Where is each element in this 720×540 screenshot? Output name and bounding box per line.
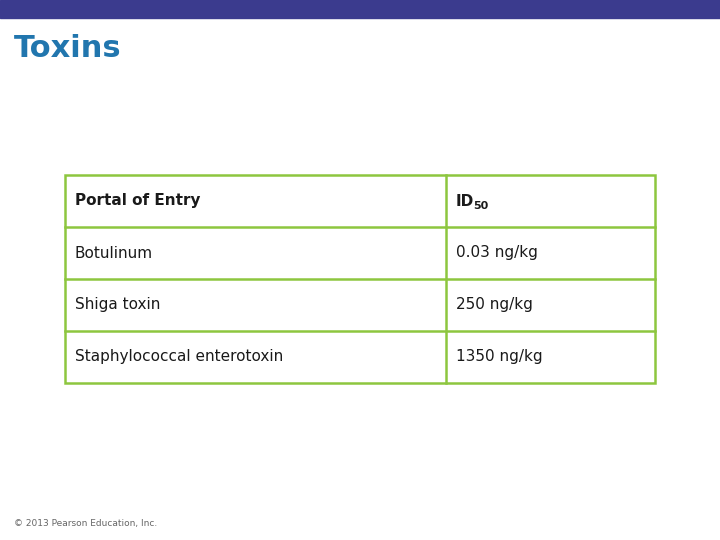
Text: Toxins: Toxins <box>14 34 122 63</box>
Bar <box>0 0 720 18</box>
Text: ID: ID <box>456 193 474 208</box>
Text: © 2013 Pearson Education, Inc.: © 2013 Pearson Education, Inc. <box>14 519 157 528</box>
Text: Staphylococcal enterotoxin: Staphylococcal enterotoxin <box>75 349 283 364</box>
Bar <box>65 175 655 383</box>
Text: 0.03 ng/kg: 0.03 ng/kg <box>456 246 537 260</box>
Text: Shiga toxin: Shiga toxin <box>75 298 161 313</box>
Text: Botulinum: Botulinum <box>75 246 153 260</box>
Text: 250 ng/kg: 250 ng/kg <box>456 298 532 313</box>
Text: 1350 ng/kg: 1350 ng/kg <box>456 349 542 364</box>
Text: 50: 50 <box>474 201 489 211</box>
Text: Portal of Entry: Portal of Entry <box>75 193 200 208</box>
